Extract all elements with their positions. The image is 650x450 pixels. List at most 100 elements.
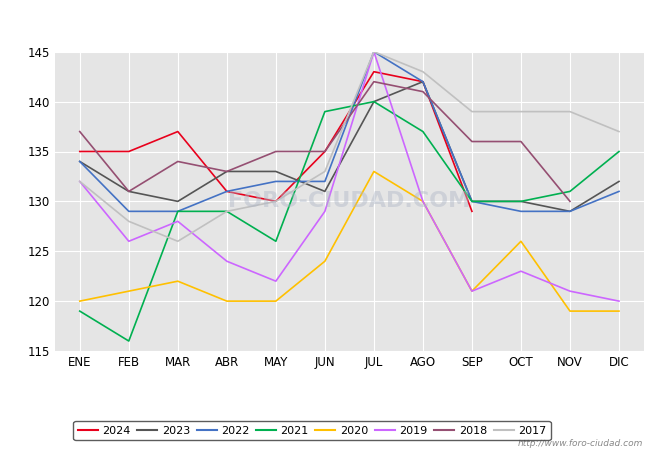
2018: [76, 129, 84, 134]
2022: [76, 159, 84, 164]
2024: [125, 149, 133, 154]
Line: 2023: 2023: [80, 81, 619, 212]
2018: [125, 189, 133, 194]
Text: Afiliados en Llanars a 30/9/2024: Afiliados en Llanars a 30/9/2024: [179, 14, 471, 33]
2018: [223, 169, 231, 174]
2022: [223, 189, 231, 194]
2019: [615, 298, 623, 304]
2018: [468, 139, 476, 144]
2020: [517, 238, 525, 244]
Line: 2022: 2022: [80, 52, 619, 212]
2019: [76, 179, 84, 184]
2021: [615, 149, 623, 154]
2017: [468, 109, 476, 114]
2019: [174, 219, 182, 224]
2021: [517, 199, 525, 204]
2017: [419, 69, 427, 74]
2021: [321, 109, 329, 114]
2021: [566, 189, 574, 194]
2019: [370, 49, 378, 54]
2020: [370, 169, 378, 174]
2023: [615, 179, 623, 184]
2020: [125, 288, 133, 294]
2022: [615, 189, 623, 194]
2023: [174, 199, 182, 204]
2017: [517, 109, 525, 114]
2024: [223, 189, 231, 194]
2018: [370, 79, 378, 84]
2017: [272, 199, 280, 204]
2023: [272, 169, 280, 174]
2024: [321, 149, 329, 154]
2024: [76, 149, 84, 154]
2022: [125, 209, 133, 214]
Line: 2018: 2018: [80, 81, 570, 202]
2023: [517, 199, 525, 204]
2024: [419, 79, 427, 84]
2023: [321, 189, 329, 194]
2022: [321, 179, 329, 184]
2022: [174, 209, 182, 214]
2017: [321, 169, 329, 174]
2024: [174, 129, 182, 134]
2018: [419, 89, 427, 94]
2018: [517, 139, 525, 144]
2020: [566, 308, 574, 314]
2019: [321, 209, 329, 214]
Line: 2020: 2020: [80, 171, 619, 311]
2021: [468, 199, 476, 204]
2017: [125, 219, 133, 224]
Line: 2021: 2021: [80, 102, 619, 341]
Line: 2019: 2019: [80, 52, 619, 301]
2021: [419, 129, 427, 134]
2017: [174, 238, 182, 244]
2019: [272, 279, 280, 284]
2018: [272, 149, 280, 154]
2023: [223, 169, 231, 174]
2019: [125, 238, 133, 244]
2020: [321, 259, 329, 264]
2023: [125, 189, 133, 194]
2019: [223, 259, 231, 264]
2017: [223, 209, 231, 214]
2020: [468, 288, 476, 294]
2021: [223, 209, 231, 214]
2020: [272, 298, 280, 304]
2023: [370, 99, 378, 104]
2024: [468, 209, 476, 214]
2022: [566, 209, 574, 214]
Legend: 2024, 2023, 2022, 2021, 2020, 2019, 2018, 2017: 2024, 2023, 2022, 2021, 2020, 2019, 2018…: [73, 421, 551, 440]
2021: [370, 99, 378, 104]
Line: 2024: 2024: [80, 72, 472, 212]
2022: [272, 179, 280, 184]
2018: [174, 159, 182, 164]
2020: [223, 298, 231, 304]
2021: [125, 338, 133, 344]
2019: [517, 269, 525, 274]
2022: [468, 199, 476, 204]
2020: [76, 298, 84, 304]
2024: [272, 199, 280, 204]
2019: [566, 288, 574, 294]
2019: [419, 199, 427, 204]
2023: [468, 199, 476, 204]
2020: [419, 199, 427, 204]
2024: [370, 69, 378, 74]
2023: [76, 159, 84, 164]
2023: [419, 79, 427, 84]
2020: [615, 308, 623, 314]
Text: FORO-CIUDAD.COM: FORO-CIUDAD.COM: [228, 191, 471, 212]
2021: [76, 308, 84, 314]
2021: [174, 209, 182, 214]
2020: [174, 279, 182, 284]
2017: [76, 179, 84, 184]
2018: [566, 199, 574, 204]
2022: [419, 79, 427, 84]
2017: [615, 129, 623, 134]
2023: [566, 209, 574, 214]
Line: 2017: 2017: [80, 52, 619, 241]
2018: [321, 149, 329, 154]
2017: [370, 49, 378, 54]
2019: [468, 288, 476, 294]
2021: [272, 238, 280, 244]
